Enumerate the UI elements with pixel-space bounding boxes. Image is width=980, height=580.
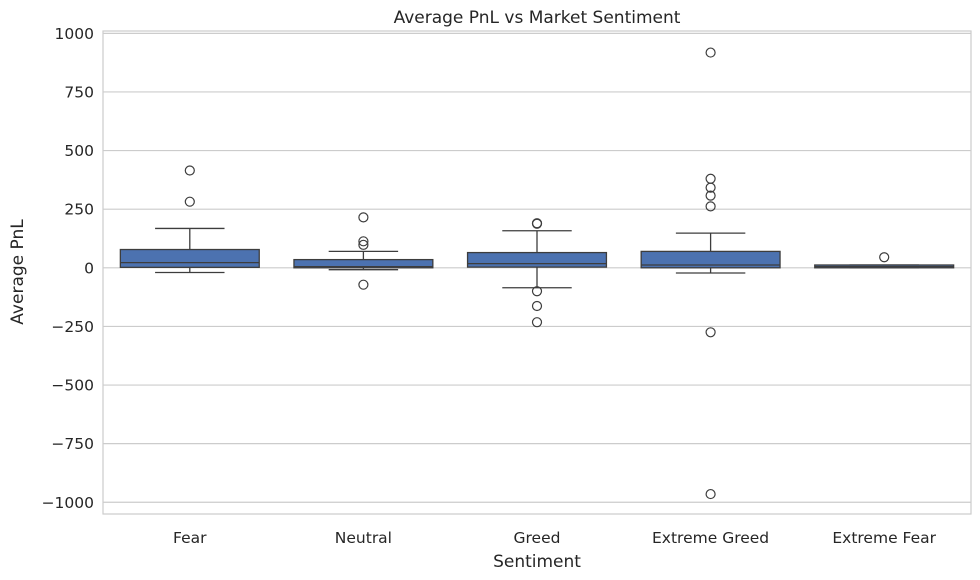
- outlier-point: [705, 327, 716, 338]
- y-tick-label: 0: [84, 259, 94, 277]
- y-tick-label: −500: [51, 377, 94, 395]
- outlier-point: [879, 252, 890, 263]
- outlier-point: [705, 201, 716, 212]
- y-tick-label: −1000: [42, 494, 94, 512]
- x-tick-label: Extreme Fear: [832, 529, 936, 547]
- chart-title: Average PnL vs Market Sentiment: [394, 8, 681, 28]
- box-group: [814, 252, 955, 269]
- outlier-point: [531, 300, 543, 312]
- y-tick-label: 500: [64, 142, 94, 160]
- box-group: [640, 47, 781, 500]
- box-group: [466, 218, 608, 328]
- box-group: [293, 212, 434, 290]
- outlier-point: [358, 239, 369, 250]
- outlier-point: [531, 286, 543, 297]
- box-layer: [119, 47, 955, 500]
- outlier-point: [705, 182, 716, 193]
- x-tick-label: Extreme Greed: [652, 529, 769, 547]
- outlier-point: [184, 165, 195, 176]
- x-tick-label: Greed: [514, 529, 561, 547]
- y-tick-label: 1000: [55, 25, 94, 43]
- outlier-point: [705, 173, 716, 184]
- x-tick-label: Neutral: [335, 529, 392, 547]
- y-tick-label: −250: [51, 318, 94, 336]
- y-axis-label: Average PnL: [8, 219, 28, 325]
- y-tick-label: 750: [64, 83, 94, 101]
- outlier-point: [705, 488, 716, 500]
- outlier-point: [531, 317, 543, 328]
- outlier-point: [705, 190, 716, 201]
- outlier-point: [705, 47, 716, 58]
- outlier-point: [358, 212, 369, 223]
- x-axis-label: Sentiment: [493, 552, 581, 572]
- iqr-box: [119, 248, 260, 268]
- iqr-box: [293, 258, 434, 269]
- outlier-point: [358, 279, 369, 290]
- outlier-point: [184, 196, 195, 207]
- y-tick-label: 250: [64, 201, 94, 219]
- box-group: [119, 165, 260, 274]
- x-tick-label: Fear: [173, 529, 207, 547]
- outlier-point: [531, 218, 543, 229]
- iqr-box: [466, 251, 608, 268]
- iqr-box: [640, 250, 781, 269]
- y-tick-labels: 1000 750 500 250 0 −250 −500 −750 −1000: [42, 25, 94, 512]
- plot-frame: [102, 30, 972, 515]
- x-tick-labels: Fear Neutral Greed Extreme Greed Extreme Fea…: [173, 529, 937, 547]
- y-tick-label: −750: [51, 435, 94, 453]
- outlier-point: [358, 236, 369, 247]
